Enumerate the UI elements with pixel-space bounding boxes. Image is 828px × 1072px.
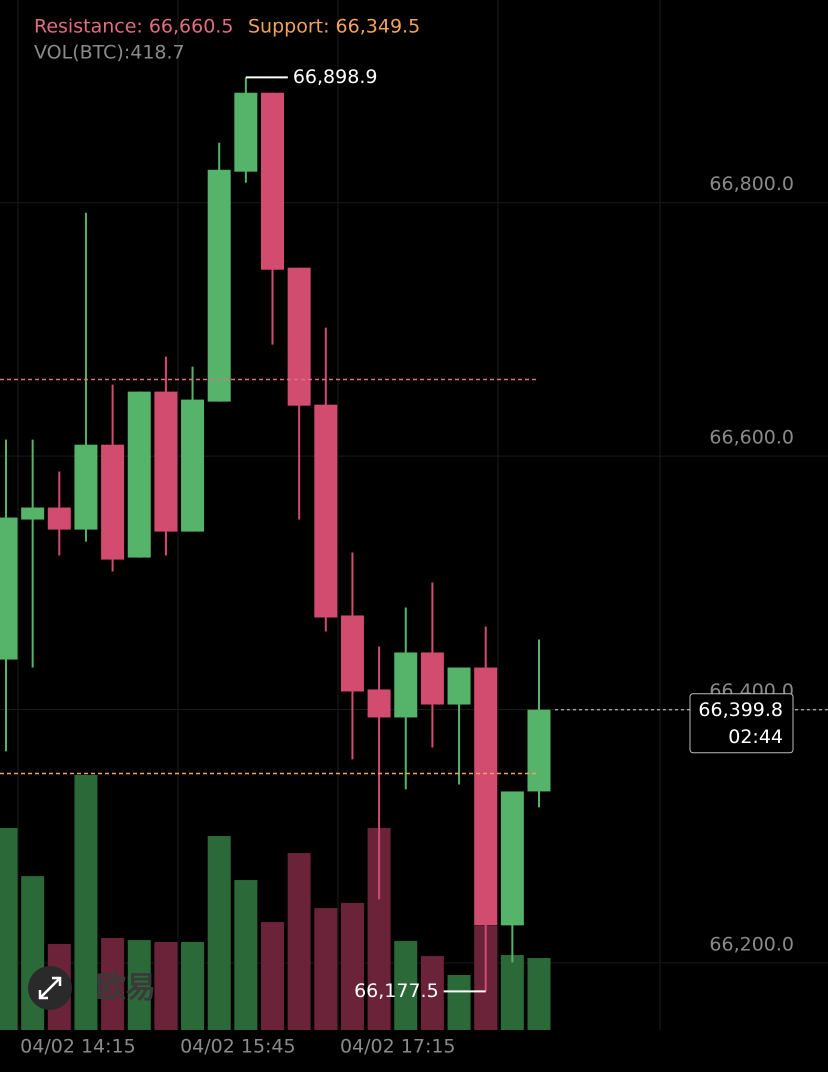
volume-bar — [527, 958, 551, 1030]
candle-body — [367, 689, 391, 718]
x-tick-label: 04/02 17:15 — [340, 1036, 456, 1058]
volume-bar — [367, 827, 391, 1030]
support-label: Support: 66,349.5 — [248, 16, 420, 38]
price-layer — [0, 77, 551, 992]
candle-body — [154, 391, 178, 532]
candle-body — [74, 444, 98, 530]
expand-button[interactable] — [28, 966, 72, 1010]
candle-body — [234, 92, 258, 172]
candle-body — [0, 517, 18, 660]
volume-bar — [420, 956, 444, 1030]
candle-body — [127, 391, 151, 558]
volume-bar — [500, 955, 524, 1030]
candle-body — [420, 652, 444, 705]
high-marker-label: 66,898.9 — [293, 66, 378, 88]
expand-icon[interactable] — [38, 976, 62, 1000]
volume-bar — [154, 941, 178, 1030]
candle-body — [447, 667, 471, 705]
low-marker-label: 66,177.5 — [354, 980, 439, 1002]
candle-body — [207, 169, 231, 402]
resistance-label: Resistance: 66,660.5 — [34, 16, 233, 38]
volume-bar — [101, 938, 125, 1030]
volume-readout: VOL(BTC):418.7 — [34, 42, 185, 64]
candle-body — [181, 399, 205, 532]
current-price-box — [689, 693, 794, 754]
x-tick-label: 04/02 14:15 — [20, 1036, 136, 1058]
grid — [0, 0, 828, 1030]
volume-bar — [207, 836, 231, 1030]
candle-body — [340, 615, 364, 692]
volume-bar — [127, 940, 151, 1030]
volume-bar — [234, 880, 258, 1030]
volume-bar — [74, 774, 98, 1030]
x-tick-label: 04/02 15:45 — [180, 1036, 296, 1058]
volume-bar — [340, 902, 364, 1030]
volume-bar — [394, 940, 418, 1030]
y-tick-label: 66,600.0 — [709, 427, 794, 449]
candle-body — [474, 667, 498, 926]
volume-bar — [261, 922, 284, 1030]
candle-body — [314, 404, 338, 618]
candle-body — [394, 652, 418, 718]
countdown-label: 02:44 — [728, 726, 783, 748]
y-tick-label: 66,200.0 — [709, 933, 794, 955]
candle-body — [101, 444, 125, 560]
candle-body — [287, 267, 311, 406]
candle-body — [500, 791, 524, 926]
candle-body — [261, 92, 284, 270]
y-tick-label: 66,800.0 — [709, 173, 794, 195]
volume-bar — [447, 974, 471, 1030]
volume-bar — [314, 908, 338, 1030]
volume-bar — [181, 941, 205, 1030]
current-price-label: 66,399.8 — [698, 699, 783, 721]
candle-body — [21, 507, 45, 520]
watermark: 欧易 — [96, 971, 156, 1006]
volume-bar — [287, 853, 311, 1030]
candle-body — [527, 709, 551, 792]
candle-body — [47, 507, 71, 530]
volume-bar — [0, 827, 18, 1030]
